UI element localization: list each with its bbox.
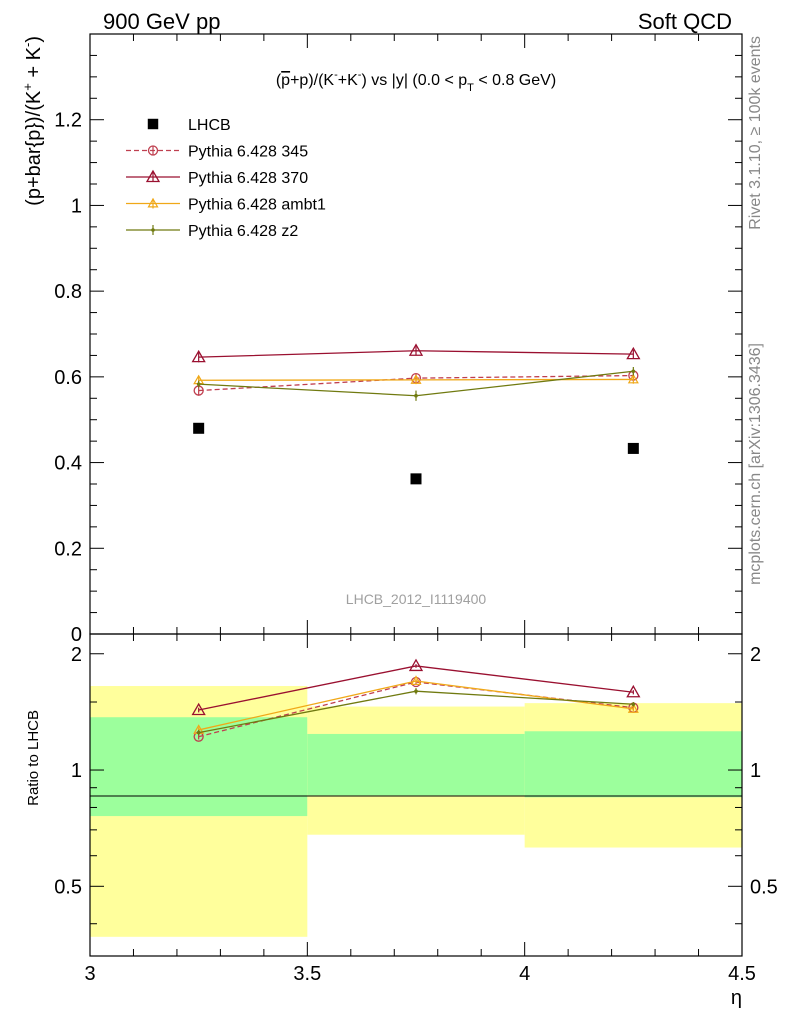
main-point-z2 [414, 393, 418, 398]
legend-entry-p370: Pythia 6.428 370 [126, 169, 308, 187]
main-point-ambt1 [627, 373, 639, 384]
main-point-p370 [191, 349, 206, 363]
legend-marker-z2 [151, 228, 155, 232]
ratio-y-axis-label: Ratio to LHCB [25, 710, 42, 806]
main-point-z2 [631, 369, 636, 374]
ratio-y-tick-label-right: 2 [750, 644, 761, 666]
main-y-tick-label: 0.2 [54, 538, 82, 560]
ratio-point-ambt1 [627, 703, 639, 713]
legend-marker-p345 [147, 145, 159, 156]
analysis-watermark: LHCB_2012_I1119400 [346, 591, 487, 607]
header-left: 900 GeV pp [103, 9, 220, 34]
legend-entry-p345: Pythia 6.428 345 [126, 144, 308, 161]
main-y-tick-label: 0.6 [54, 367, 82, 389]
main-point-z2 [196, 382, 201, 386]
ylabel-a: (p+bar{p})/(K [23, 90, 45, 206]
main-series-data [193, 422, 639, 485]
title-pre: ( [276, 72, 282, 89]
title-mid1: +p)/(K [290, 72, 334, 89]
ylabel-sup1: + [20, 83, 35, 91]
ratio-x-tick-label: 4 [519, 963, 530, 985]
title-mid3: ) vs |y| (0.0 < p [361, 72, 467, 89]
legend-marker-ambt1 [147, 197, 159, 208]
title-sup1: - [334, 69, 338, 81]
main-panel: 0.20.40.60.811.20 (p+p)/(K-+K-) vs |y| (… [20, 33, 743, 646]
legend-label-data: LHCB [188, 117, 231, 134]
ratio-band-inner [524, 731, 742, 798]
legend-entry-z2: Pythia 6.428 z2 [126, 223, 298, 240]
header-right: Soft QCD [638, 9, 732, 34]
ylabel-b: + K [23, 46, 45, 83]
legend: LHCB Pythia 6.428 345 Pythia 6.428 370 Pyth… [126, 117, 326, 240]
ratio-series-layer [191, 658, 641, 742]
ratio-point-p370 [408, 658, 424, 672]
ratio-band-inner [307, 733, 525, 796]
ratio-y-tick-label: 2 [71, 644, 82, 666]
ratio-y-tick-label-right: 1 [750, 760, 761, 782]
main-y-tick-label: 0.8 [54, 281, 82, 303]
legend-label-p370: Pythia 6.428 370 [188, 170, 308, 187]
ratio-point-z2 [196, 730, 201, 735]
ratio-x-tick-label: 4.5 [728, 963, 756, 985]
ylabel-c: ) [23, 36, 45, 43]
ratio-y-tick-label-right: 0.5 [750, 876, 778, 898]
main-y-tick-label: 1.2 [54, 110, 82, 132]
main-y-ticks: 0.2 0.4 0.6 0.8 1 1.2 0 [54, 33, 742, 646]
main-y-tick-label: 1 [71, 195, 82, 217]
ratio-x-tick-label: 3.5 [293, 963, 321, 985]
main-y-tick-label: 0.4 [54, 453, 82, 475]
ratio-y-ticks: 0.5 0.5 1 1 2 2 [54, 644, 778, 925]
ratio-bands [90, 686, 742, 937]
main-y-axis-label: (p+bar{p})/(K+ + K-) [20, 36, 45, 206]
title-post: < 0.8 GeV) [474, 72, 556, 89]
side-label-mcplots: mcplots.cern.ch [arXiv:1306.3436] [747, 343, 764, 585]
title-sub: T [467, 82, 474, 94]
title-sup2: - [358, 69, 362, 81]
main-point-p370 [408, 343, 424, 356]
ratio-y-tick-label: 0.5 [54, 876, 82, 898]
main-series-z2 [196, 367, 636, 401]
legend-label-z2: Pythia 6.428 z2 [188, 223, 298, 240]
legend-marker-data [147, 118, 159, 130]
main-y-tick-label-zero: 0 [71, 624, 82, 646]
ratio-x-ticks: 3 3.5 4 4.5 [84, 634, 756, 985]
title-mid2: +K [338, 72, 358, 89]
side-label-rivet: Rivet 3.1.10, ≥ 100k events [747, 36, 764, 230]
ratio-series-z2 [196, 688, 636, 736]
legend-entry-data: LHCB [147, 117, 231, 134]
main-point-p370 [626, 346, 641, 360]
legend-label-ambt1: Pythia 6.428 ambt1 [188, 197, 326, 214]
ylabel-sup2: - [20, 43, 35, 47]
ratio-point-p370 [191, 702, 206, 716]
main-x-ticks [89, 34, 743, 634]
plot-title: (p+p)/(K-+K-) vs |y| (0.0 < pT < 0.8 GeV… [276, 69, 556, 94]
x-axis-label: η [731, 987, 742, 1009]
ratio-point-z2 [414, 689, 418, 693]
ratio-frame [89, 633, 743, 957]
ratio-point-z2 [631, 702, 636, 707]
main-series-layer [191, 343, 641, 485]
legend-marker-p370 [145, 169, 161, 183]
ratio-point-ambt1 [410, 675, 422, 685]
ratio-x-tick-label: 3 [84, 963, 95, 985]
legend-label-p345: Pythia 6.428 345 [188, 144, 308, 161]
main-point-ambt1 [410, 374, 422, 384]
ratio-panel: 0.5 0.5 1 1 2 2 3 3.5 4 4.5 Ratio to LHCB η [25, 633, 778, 1009]
main-point-data [410, 473, 422, 485]
ratio-series-p370 [191, 658, 641, 716]
ratio-y-tick-label: 1 [71, 760, 82, 782]
main-point-data [193, 422, 205, 434]
main-series-p370 [191, 343, 641, 363]
legend-entry-ambt1: Pythia 6.428 ambt1 [126, 197, 326, 214]
title-pbar: p [281, 72, 290, 89]
main-point-data [627, 442, 639, 454]
ratio-point-p370 [626, 684, 641, 698]
